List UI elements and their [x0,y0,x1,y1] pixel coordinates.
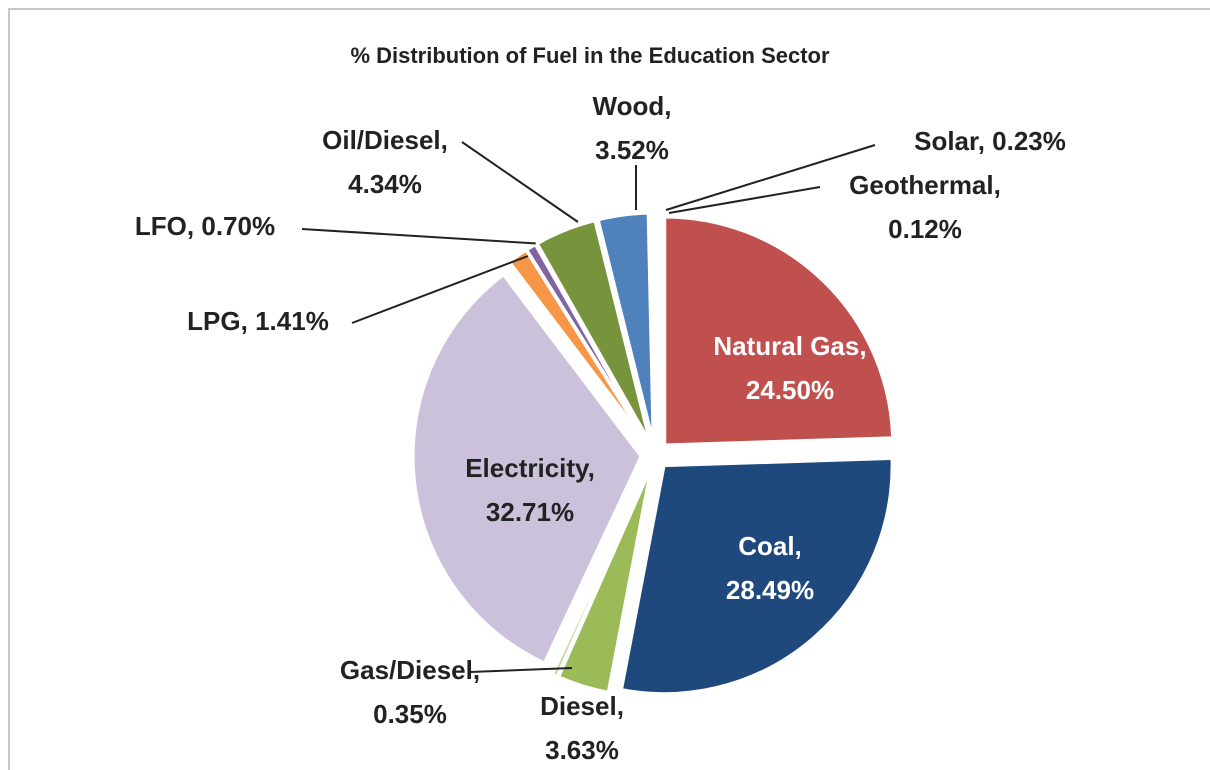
leader-line [301,228,546,245]
value-label: 3.63% [545,735,619,765]
leader-line [469,667,573,673]
category-label: Electricity [465,453,595,483]
value-label: 0.12% [888,214,962,244]
data-label: Coal 28.49% [726,524,814,612]
category-label: Solar [914,126,992,156]
data-label: Oil/Diesel 4.34% [322,118,448,206]
chart-title: % Distribution of Fuel in the Education … [350,43,830,68]
leader-line [668,186,821,214]
data-label: LFO0.70% [135,204,275,248]
data-label: Diesel 3.63% [540,684,624,770]
category-label: Natural Gas [713,331,866,361]
category-label: Wood [593,91,672,121]
category-label: Diesel [540,691,624,721]
pie-slice [663,215,895,447]
value-label: 0.35% [373,699,447,729]
data-label: Electricity 32.71% [465,446,595,534]
value-label: 4.34% [348,169,422,199]
pie-slice [556,467,653,695]
category-label: Geothermal [849,170,1001,200]
pie-slice [535,218,652,443]
data-label: Natural Gas 24.50% [713,324,866,412]
value-label: 0.23% [992,126,1066,156]
leader-line [351,255,529,324]
category-label: Coal [738,531,802,561]
data-label: Wood 3.52% [593,84,672,172]
data-label: Geothermal 0.12% [849,163,1001,251]
leader-line [665,144,876,211]
value-label: 24.50% [745,375,835,405]
pie-slice [596,211,655,442]
pie-slice [651,211,657,442]
data-label: Gas/Diesel 0.35% [340,648,480,736]
pie-slice [524,242,650,444]
pie-slice [550,467,651,679]
data-label: Solar0.23% [914,119,1066,163]
category-label: Oil/Diesel [322,125,448,155]
category-label: Gas/Diesel [340,655,480,685]
pie-slice [411,272,643,665]
leader-line [461,141,579,223]
value-label: 3.52% [595,135,669,165]
pie-slice [619,456,894,696]
value-label: 28.49% [725,575,815,605]
value-label: 0.70% [201,211,276,241]
category-label: LPG [187,306,255,336]
category-label: LFO [135,211,201,241]
data-label: LPG1.41% [187,299,329,343]
value-label: 32.71% [485,497,575,527]
value-label: 1.41% [255,306,329,336]
frame [8,8,1210,770]
